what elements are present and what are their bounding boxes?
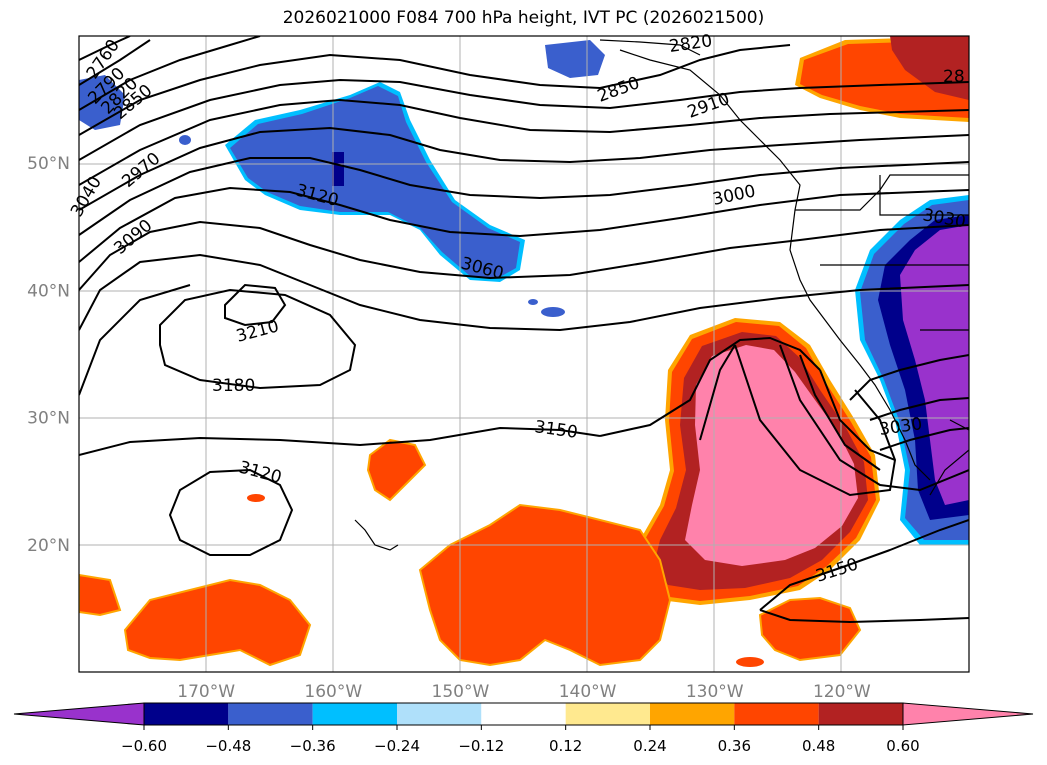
blue-small-3 — [528, 299, 538, 305]
lon-tick-label: 140°W — [559, 682, 617, 702]
contour-label: 3180 — [212, 376, 255, 396]
colorbar-extend-low — [13, 702, 145, 726]
purple-region-coast — [900, 225, 969, 505]
pink-region-main — [685, 345, 858, 566]
coastlines — [354, 39, 969, 551]
blue-region-bering — [545, 40, 605, 78]
colorbar-segment — [734, 703, 819, 725]
lat-tick-label: 40°N — [27, 281, 70, 301]
blue-small-2 — [541, 307, 565, 317]
colorbar-tick-label: 0.24 — [633, 737, 666, 755]
colorbar-segment — [565, 703, 650, 725]
lon-tick-label: 160°W — [304, 682, 362, 702]
red-small-1 — [247, 494, 265, 502]
colorbar-tick-label: −0.24 — [374, 737, 420, 755]
colorbar-segment — [228, 703, 313, 725]
latitude-tick-labels: 20°N 30°N 40°N 50°N — [27, 154, 70, 556]
red-small-2 — [736, 657, 764, 667]
red-region-tropical-west2 — [123, 578, 312, 667]
blue-dark-patch — [332, 152, 344, 186]
map-frame — [78, 35, 970, 673]
lon-tick-label: 120°W — [813, 682, 871, 702]
colorbar-border — [143, 702, 904, 726]
colorbar-segment — [818, 703, 903, 725]
colorbar-tick-label: 0.60 — [886, 737, 919, 755]
red-region-se — [758, 596, 862, 662]
lon-tick-label: 150°W — [432, 682, 490, 702]
colorbar-tick-label: 0.48 — [802, 737, 835, 755]
colorbar-tick-label: −0.60 — [121, 737, 167, 755]
colorbar-tick-label: −0.12 — [458, 737, 504, 755]
lat-tick-label: 50°N — [27, 154, 70, 174]
map-title: 2026021000 F084 700 hPa height, IVT PC (… — [282, 8, 765, 28]
lon-tick-label: 170°W — [177, 682, 235, 702]
colorbar-tick-label: 0.12 — [549, 737, 582, 755]
contour-label: 28 — [943, 67, 965, 87]
lat-tick-label: 20°N — [27, 536, 70, 556]
colorbar-extend-high — [902, 702, 1034, 726]
lat-tick-label: 30°N — [27, 409, 70, 429]
colorbar-segment — [397, 703, 482, 725]
colorbar-tick-label: −0.36 — [290, 737, 336, 755]
blue-small-1 — [179, 135, 191, 145]
darkred-region-ne — [890, 36, 969, 100]
colorbar-segment — [144, 703, 229, 725]
height-contours — [79, 36, 969, 624]
colorbar-segment — [312, 703, 397, 725]
lon-tick-label: 130°W — [686, 682, 744, 702]
colorbar-segment — [650, 703, 735, 725]
blue-region-gulf-alaska-core — [230, 86, 520, 278]
red-region-tropical-west1 — [79, 573, 122, 617]
colorbar-tick-label: 0.36 — [718, 737, 751, 755]
colorbar-segment — [481, 703, 566, 725]
colorbar: −0.60 −0.48 −0.36 −0.24 −0.12 0.12 0.24 0.36 0.4… — [13, 702, 1034, 755]
longitude-tick-labels: 170°W 160°W 150°W 140°W 130°W 120°W — [177, 682, 871, 702]
colorbar-tick-label: −0.48 — [205, 737, 251, 755]
